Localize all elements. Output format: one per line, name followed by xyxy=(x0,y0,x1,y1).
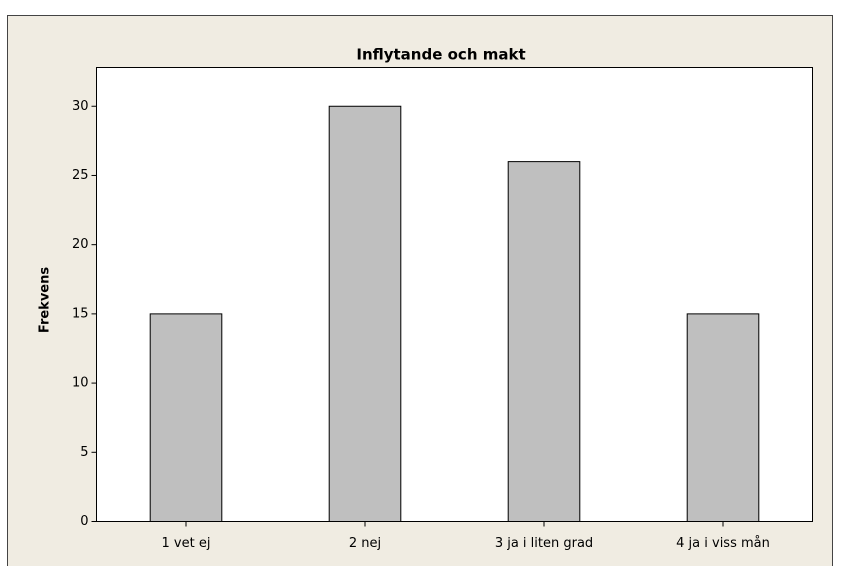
y-tick-label: 30 xyxy=(72,99,89,114)
x-tick-label: 4 ja i viss mån xyxy=(676,536,770,551)
y-tick-label: 10 xyxy=(72,376,89,391)
y-tick-label: 5 xyxy=(80,445,88,460)
y-tick-label: 25 xyxy=(72,168,89,183)
x-tick-label: 1 vet ej xyxy=(162,536,211,551)
bar xyxy=(686,313,760,522)
y-tick-label: 15 xyxy=(72,306,89,321)
chart-title: Inflytande och makt xyxy=(356,46,525,64)
y-axis-label: Frekvens xyxy=(38,267,53,333)
bar xyxy=(149,313,223,522)
bar xyxy=(328,105,402,522)
y-tick-label: 0 xyxy=(80,514,88,529)
x-tick-label: 3 ja i liten grad xyxy=(495,536,593,551)
x-tick-label: 2 nej xyxy=(349,536,381,551)
y-tick-label: 20 xyxy=(72,237,89,252)
bar xyxy=(507,161,581,522)
